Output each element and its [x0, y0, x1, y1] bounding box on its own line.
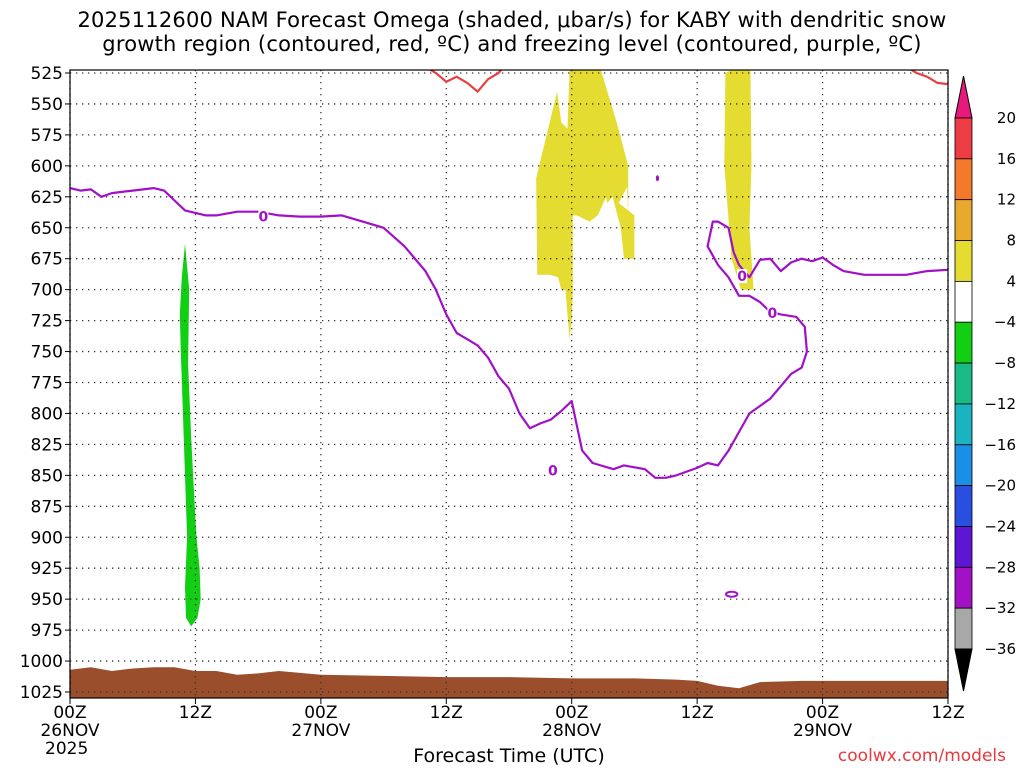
y-tick-label: 925 [31, 559, 63, 579]
y-tick-label: 525 [31, 64, 63, 84]
omega-region-1 [179, 243, 201, 627]
y-tick-label: 975 [31, 621, 63, 641]
y-axis-ticks: 525 550 575 600 625 650 675 700 725 750 775 800 825 8… [20, 64, 70, 703]
y-tick-label: 850 [31, 466, 63, 486]
y-tick-label: 675 [31, 250, 63, 270]
terrain-fill [70, 667, 948, 698]
omega-shading [179, 70, 754, 627]
x-tick-label: 12Z [430, 703, 463, 723]
plot-frame [69, 69, 949, 699]
colorbar-band [954, 362, 973, 405]
colorbar-label: −16 [984, 436, 1016, 454]
colorbar-label: −8 [994, 354, 1016, 372]
colorbar-band [954, 566, 973, 609]
colorbar-label: −4 [994, 313, 1016, 331]
y-tick-label: 750 [31, 343, 63, 363]
colorbar-band [954, 485, 973, 527]
x-tick-label: 26NOV [40, 721, 99, 741]
dendritic-contour-1 [428, 70, 503, 94]
colorbar-band [954, 444, 973, 487]
colorbar-band [954, 403, 973, 446]
colorbar: 20 16 12 8 4 −4 −8 −12 −16 −20 −24 −28 −32 −36 [954, 75, 1016, 692]
chart-title: 2025112600 NAM Forecast Omega (shaded, μ… [0, 8, 1024, 56]
freezing-level-label-4: 0 [768, 306, 778, 322]
x-tick-label: 29NOV [793, 721, 852, 741]
colorbar-label: −36 [984, 640, 1016, 658]
y-tick-label: 800 [31, 404, 63, 424]
omega-region-3 [724, 70, 754, 290]
x-tick-label: 27NOV [291, 721, 350, 741]
contour-label-bg [767, 306, 778, 321]
colorbar-label: −32 [984, 599, 1016, 617]
y-tick-label: 1000 [20, 652, 63, 672]
x-tick-label: 12Z [179, 703, 212, 723]
colorbar-band [954, 199, 973, 241]
y-tick-label: 550 [31, 95, 63, 115]
colorbar-band [954, 117, 973, 160]
freezing-level-label-1: 0 [258, 210, 268, 226]
colorbar-band [954, 158, 973, 201]
site-credit: coolwx.com/models [837, 746, 1006, 766]
colorbar-label: 4 [1006, 272, 1016, 290]
colorbar-band [954, 280, 973, 323]
colorbar-label: −12 [984, 395, 1016, 413]
freezing-level-dot [655, 175, 660, 182]
colorbar-label: 16 [997, 150, 1016, 168]
y-tick-label: 575 [31, 126, 63, 146]
x-tick-label: 12Z [931, 703, 964, 723]
contour-label-bg [547, 463, 558, 478]
colorbar-bottom-arrow [954, 648, 973, 692]
colorbar-label: −20 [984, 477, 1016, 495]
colorbar-band [954, 607, 973, 650]
y-tick-label: 825 [31, 435, 63, 455]
contour-label-bg [258, 209, 269, 224]
colorbar-label: 12 [997, 191, 1016, 209]
y-tick-label: 700 [31, 281, 63, 301]
freezing-level-label-2: 0 [548, 463, 558, 479]
x-tick-label: 00Z [304, 703, 337, 723]
x-tick-label: 00Z [53, 703, 86, 723]
chart-title-line-2: growth region (contoured, red, ºC) and f… [102, 32, 922, 56]
terrain-layer [70, 667, 948, 698]
contour-label-bg [737, 269, 748, 284]
x-tick-label: 00Z [806, 703, 839, 723]
y-tick-label: 900 [31, 528, 63, 548]
grid-lines [69, 70, 949, 698]
freezing-level-small-contour [724, 590, 739, 598]
x-tick-label: 12Z [681, 703, 714, 723]
colorbar-band [954, 240, 973, 282]
x-tick-label: 2025 [45, 739, 88, 759]
freezing-level-contour [70, 187, 948, 479]
y-tick-label: 1025 [20, 683, 63, 703]
x-tick-label: 28NOV [542, 721, 601, 741]
colorbar-label: −28 [984, 558, 1016, 576]
freezing-level-label-3: 0 [737, 269, 747, 285]
colorbar-band [954, 321, 973, 364]
colorbar-label: −24 [984, 517, 1016, 535]
y-tick-label: 625 [31, 188, 63, 208]
dendritic-contour-2 [909, 70, 948, 86]
y-tick-label: 950 [31, 590, 63, 610]
y-tick-label: 650 [31, 219, 63, 239]
omega-region-2 [536, 70, 635, 340]
colorbar-label: 8 [1006, 232, 1016, 250]
colorbar-band [954, 526, 973, 568]
contour-lines: 0 0 0 0 [70, 70, 948, 598]
y-tick-label: 875 [31, 497, 63, 517]
y-tick-label: 725 [31, 312, 63, 332]
y-tick-label: 600 [31, 157, 63, 177]
x-tick-label: 00Z [555, 703, 588, 723]
chart-title-line-1: 2025112600 NAM Forecast Omega (shaded, μ… [77, 8, 947, 32]
colorbar-label: 20 [997, 109, 1016, 127]
colorbar-top-arrow [954, 75, 973, 119]
y-tick-label: 775 [31, 374, 63, 394]
x-axis-label: Forecast Time (UTC) [413, 745, 605, 767]
